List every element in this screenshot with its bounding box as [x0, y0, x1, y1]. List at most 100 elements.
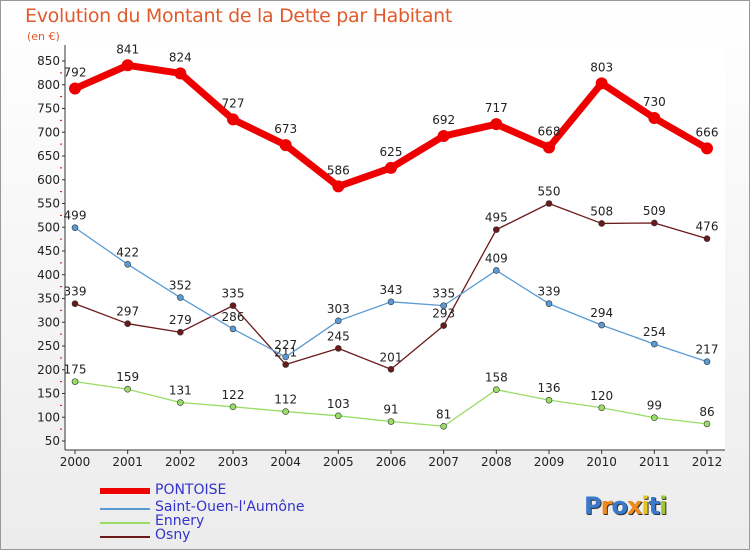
- data-label: 175: [64, 363, 87, 377]
- data-label: 86: [699, 405, 714, 419]
- logo-letter: t: [648, 492, 661, 520]
- data-point: [701, 142, 713, 155]
- y-tick-label: 700: [37, 125, 60, 139]
- data-point: [385, 161, 397, 174]
- logo-letter: i: [659, 492, 667, 520]
- plot-area: [65, 45, 725, 450]
- x-tick-label: 2002: [165, 455, 196, 469]
- data-point: [282, 353, 289, 361]
- data-point: [493, 226, 500, 233]
- data-point: [651, 340, 658, 348]
- data-label: 792: [64, 66, 87, 80]
- data-label: 803: [590, 60, 613, 74]
- data-point: [648, 112, 661, 124]
- y-tick-label: 450: [37, 244, 60, 258]
- data-label: 81: [436, 407, 451, 421]
- data-point: [543, 141, 555, 154]
- x-tick-label: 2004: [270, 455, 301, 469]
- data-point: [124, 320, 131, 327]
- data-point: [440, 302, 447, 309]
- data-point: [229, 403, 237, 411]
- x-tick-label: 2010: [586, 455, 617, 469]
- data-label: 666: [696, 125, 719, 139]
- data-label: 112: [274, 393, 297, 407]
- data-label: 717: [485, 101, 508, 115]
- data-point: [335, 317, 342, 325]
- data-label: 727: [222, 96, 245, 110]
- data-label: 99: [647, 399, 662, 413]
- data-label: 201: [380, 350, 403, 364]
- data-point: [174, 67, 187, 80]
- y-tick-label: 400: [37, 268, 60, 282]
- data-label: 499: [64, 209, 87, 223]
- y-tick-label: 300: [37, 315, 60, 329]
- data-point: [71, 378, 79, 385]
- y-tick-label: 250: [37, 339, 60, 353]
- x-tick-label: 2009: [534, 455, 565, 469]
- legend-swatch-saint-ouen: [100, 508, 150, 510]
- data-point: [335, 412, 342, 420]
- data-point: [545, 396, 553, 404]
- data-label: 335: [222, 287, 245, 301]
- data-label: 293: [432, 307, 455, 321]
- y-tick-label: 500: [37, 220, 60, 234]
- x-tick-label: 2003: [218, 455, 249, 469]
- data-label: 279: [169, 313, 192, 327]
- data-point: [440, 322, 447, 329]
- data-point: [387, 418, 395, 425]
- data-point: [703, 358, 711, 365]
- data-label: 550: [538, 185, 561, 199]
- data-label: 422: [116, 245, 139, 259]
- data-label: 227: [274, 338, 297, 352]
- x-tick-label: 2012: [692, 455, 723, 469]
- y-tick-label: 350: [37, 292, 60, 306]
- data-point: [595, 77, 608, 90]
- legend-label-pontoise: PONTOISE: [155, 482, 227, 498]
- data-label: 120: [590, 389, 613, 403]
- y-tick-label: 50: [45, 434, 60, 448]
- data-label: 343: [380, 283, 403, 297]
- data-label: 286: [222, 310, 245, 324]
- data-label: 495: [485, 211, 508, 225]
- data-point: [490, 118, 503, 131]
- data-point: [229, 325, 237, 333]
- data-label: 673: [274, 122, 297, 136]
- data-label: 335: [432, 287, 455, 301]
- logo-letter: x: [626, 492, 643, 520]
- x-tick-label: 2006: [376, 455, 407, 469]
- data-label: 339: [538, 285, 561, 299]
- data-point: [651, 219, 658, 227]
- legend-swatch-pontoise: [100, 488, 150, 494]
- x-tick-label: 2008: [481, 455, 512, 469]
- legend-label-ennery: Ennery: [155, 513, 205, 529]
- data-label: 103: [327, 397, 350, 411]
- data-point: [227, 113, 239, 126]
- data-point: [545, 300, 553, 308]
- data-label: 297: [116, 305, 139, 319]
- y-tick-label: 150: [37, 387, 60, 401]
- y-tick-label: 650: [37, 149, 60, 163]
- data-label: 217: [696, 343, 719, 357]
- x-tick-label: 2007: [428, 455, 459, 469]
- data-label: 158: [485, 371, 508, 385]
- data-point: [440, 422, 447, 430]
- x-tick-label: 2001: [112, 455, 143, 469]
- data-point: [121, 59, 134, 72]
- data-point: [437, 130, 450, 143]
- data-label: 159: [116, 370, 139, 384]
- data-point: [493, 267, 500, 274]
- data-label: 122: [222, 388, 245, 402]
- y-tick-label: 800: [37, 78, 60, 92]
- y-tick-label: 850: [37, 54, 60, 68]
- data-point: [124, 385, 131, 393]
- data-label: 625: [380, 145, 403, 159]
- data-label: 509: [643, 204, 666, 218]
- data-point: [598, 404, 605, 412]
- legend-label-saint-ouen: Saint-Ouen-l'Aumône: [155, 499, 305, 515]
- data-point: [703, 235, 711, 242]
- proxiti-logo: Proxiti: [584, 492, 667, 520]
- legend-swatch-osny: [100, 536, 150, 538]
- data-label: 730: [643, 95, 666, 109]
- data-label: 824: [169, 50, 192, 64]
